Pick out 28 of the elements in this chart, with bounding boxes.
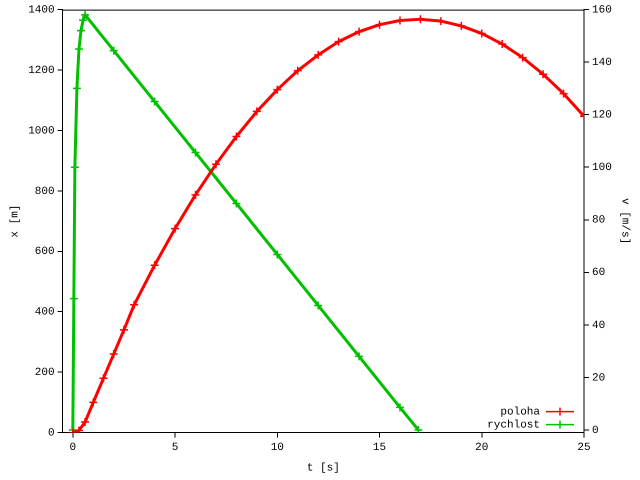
y2-tick-label: 140 xyxy=(592,57,612,70)
y2-tick-label: 40 xyxy=(592,320,606,332)
y-tick-label: 0 xyxy=(48,428,55,440)
y-tick-label: 200 xyxy=(34,367,55,380)
y-tick-label: 1400 xyxy=(28,4,55,17)
x-axis-title: t [s] xyxy=(306,462,340,474)
y2-tick-label: 0 xyxy=(592,424,599,437)
y-tick-label: 1200 xyxy=(28,64,55,77)
y-tick-label: 600 xyxy=(34,246,55,258)
x-tick-label: 25 xyxy=(577,442,591,454)
x-tick-label: 15 xyxy=(372,442,386,454)
y-tick-label: 1000 xyxy=(28,125,55,138)
legend-label: rychlost xyxy=(487,420,540,432)
x-tick-label: 0 xyxy=(70,442,76,454)
y2-tick-label: 80 xyxy=(592,214,606,227)
x-tick-label: 5 xyxy=(172,442,178,454)
y2-tick-label: 60 xyxy=(592,267,606,280)
y-axis-title: x [m] xyxy=(10,204,22,238)
y2-tick-label: 160 xyxy=(592,4,612,17)
y2-axis-title: v [m/s] xyxy=(618,198,630,244)
y2-tick-label: 120 xyxy=(592,110,612,122)
legend-label: poloha xyxy=(500,406,540,419)
y2-tick-label: 20 xyxy=(592,372,606,384)
x-tick-label: 20 xyxy=(475,442,488,454)
x-tick-label: 10 xyxy=(270,442,284,454)
y-tick-label: 400 xyxy=(34,306,55,319)
y-tick-label: 800 xyxy=(34,186,55,198)
y2-tick-label: 100 xyxy=(592,162,612,174)
